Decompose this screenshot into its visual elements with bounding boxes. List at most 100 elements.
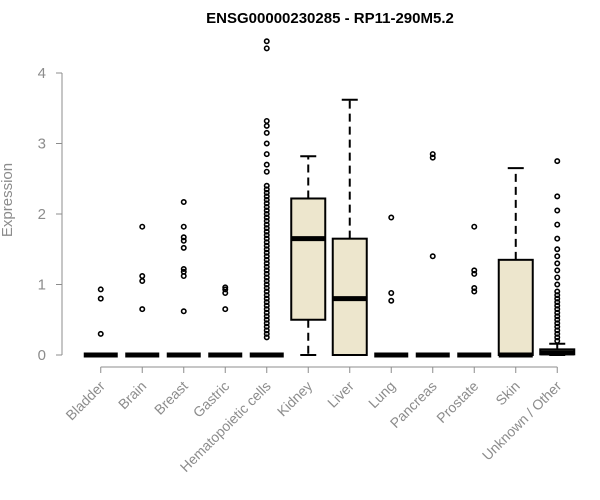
outlier-point bbox=[97, 330, 104, 337]
outlier-point bbox=[180, 308, 187, 315]
outlier-point bbox=[554, 306, 561, 313]
outlier-point bbox=[554, 207, 561, 214]
outlier-point bbox=[554, 295, 561, 302]
outlier-point bbox=[263, 260, 270, 267]
outlier-point bbox=[263, 285, 270, 292]
outlier-point bbox=[554, 288, 561, 295]
outlier-point bbox=[222, 306, 229, 313]
outlier-point bbox=[554, 313, 561, 320]
outlier-point bbox=[97, 295, 104, 302]
outlier-point bbox=[554, 221, 561, 228]
outlier-point bbox=[263, 267, 270, 274]
outlier-point bbox=[263, 256, 270, 263]
x-tick-label: Kidney bbox=[274, 378, 316, 420]
outlier-point bbox=[554, 158, 561, 165]
outlier-point bbox=[263, 323, 270, 330]
x-tick-label: Breast bbox=[151, 378, 191, 418]
outlier-point bbox=[263, 309, 270, 316]
outlier-point bbox=[139, 223, 146, 230]
outlier-point bbox=[554, 309, 561, 316]
outlier-point bbox=[263, 189, 270, 196]
outlier-point bbox=[554, 193, 561, 200]
y-tick-label: 4 bbox=[38, 65, 46, 82]
iqr-box bbox=[497, 258, 534, 357]
outlier-point bbox=[554, 281, 561, 288]
outlier-point bbox=[139, 277, 146, 284]
outlier-point bbox=[263, 140, 270, 147]
outlier-point bbox=[180, 237, 187, 244]
outlier-point bbox=[554, 302, 561, 309]
outlier-point bbox=[263, 281, 270, 288]
y-axis: 0 1 2 3 4 bbox=[38, 65, 63, 364]
box-prostate bbox=[457, 223, 492, 358]
outlier-point bbox=[222, 289, 229, 296]
outlier-point bbox=[263, 334, 270, 341]
x-tick-label: Prostate bbox=[433, 378, 481, 426]
chart-title: ENSG00000230285 - RP11-290M5.2 bbox=[206, 10, 454, 27]
outlier-point bbox=[97, 286, 104, 293]
y-tick-label: 0 bbox=[38, 347, 46, 364]
outlier-point bbox=[471, 223, 478, 230]
outlier-point bbox=[429, 253, 436, 260]
outlier-point bbox=[263, 45, 270, 52]
outlier-point bbox=[429, 154, 436, 161]
box-hematopoietic-cells bbox=[249, 38, 284, 358]
outlier-point bbox=[222, 286, 229, 293]
outlier-point bbox=[263, 228, 270, 235]
y-tick-label: 3 bbox=[38, 136, 46, 153]
outlier-point bbox=[263, 122, 270, 129]
outlier-point bbox=[554, 267, 561, 274]
outlier-point bbox=[554, 246, 561, 253]
outlier-point bbox=[263, 193, 270, 200]
box-pancreas bbox=[415, 151, 450, 358]
y-tick-label: 2 bbox=[38, 206, 46, 223]
box-gastric bbox=[208, 284, 243, 358]
outlier-point bbox=[471, 288, 478, 295]
outlier-point bbox=[222, 284, 229, 291]
box-bladder bbox=[83, 286, 118, 358]
outlier-point bbox=[263, 249, 270, 256]
outlier-point bbox=[263, 239, 270, 246]
outlier-point bbox=[429, 151, 436, 158]
outlier-point bbox=[180, 234, 187, 241]
outlier-point bbox=[180, 199, 187, 206]
outlier-point bbox=[263, 151, 270, 158]
x-tick-label: Unknown / Other bbox=[479, 378, 565, 464]
outlier-point bbox=[554, 330, 561, 337]
x-tick-label: Lung bbox=[365, 378, 398, 411]
outlier-point bbox=[263, 186, 270, 193]
outlier-point bbox=[388, 297, 395, 304]
x-tick-label: Brain bbox=[115, 378, 149, 412]
outlier-point bbox=[554, 337, 561, 344]
x-tick-label: Bladder bbox=[62, 378, 108, 424]
outlier-point bbox=[554, 316, 561, 323]
outlier-point bbox=[263, 330, 270, 337]
y-axis-label: Expression bbox=[0, 163, 16, 237]
outlier-point bbox=[263, 253, 270, 260]
outlier-point bbox=[180, 223, 187, 230]
y-tick-label: 1 bbox=[38, 277, 46, 294]
box-unknown-other bbox=[539, 158, 576, 356]
outlier-point bbox=[554, 260, 561, 267]
outlier-point bbox=[180, 244, 187, 251]
outlier-point bbox=[263, 246, 270, 253]
outlier-point bbox=[263, 129, 270, 136]
outlier-point bbox=[263, 263, 270, 270]
outlier-point bbox=[263, 232, 270, 239]
box-lung bbox=[374, 214, 409, 358]
x-tick-label: Skin bbox=[492, 378, 523, 409]
outlier-point bbox=[263, 117, 270, 124]
outlier-point bbox=[554, 334, 561, 341]
outlier-point bbox=[554, 274, 561, 281]
outlier-point bbox=[263, 295, 270, 302]
outlier-point bbox=[554, 323, 561, 330]
outlier-point bbox=[139, 273, 146, 280]
outlier-point bbox=[263, 200, 270, 207]
outlier-point bbox=[263, 277, 270, 284]
box-brain bbox=[125, 223, 160, 358]
outlier-point bbox=[263, 242, 270, 249]
outlier-point bbox=[263, 316, 270, 323]
outlier-point bbox=[263, 225, 270, 232]
outlier-point bbox=[263, 274, 270, 281]
outlier-point bbox=[263, 320, 270, 327]
